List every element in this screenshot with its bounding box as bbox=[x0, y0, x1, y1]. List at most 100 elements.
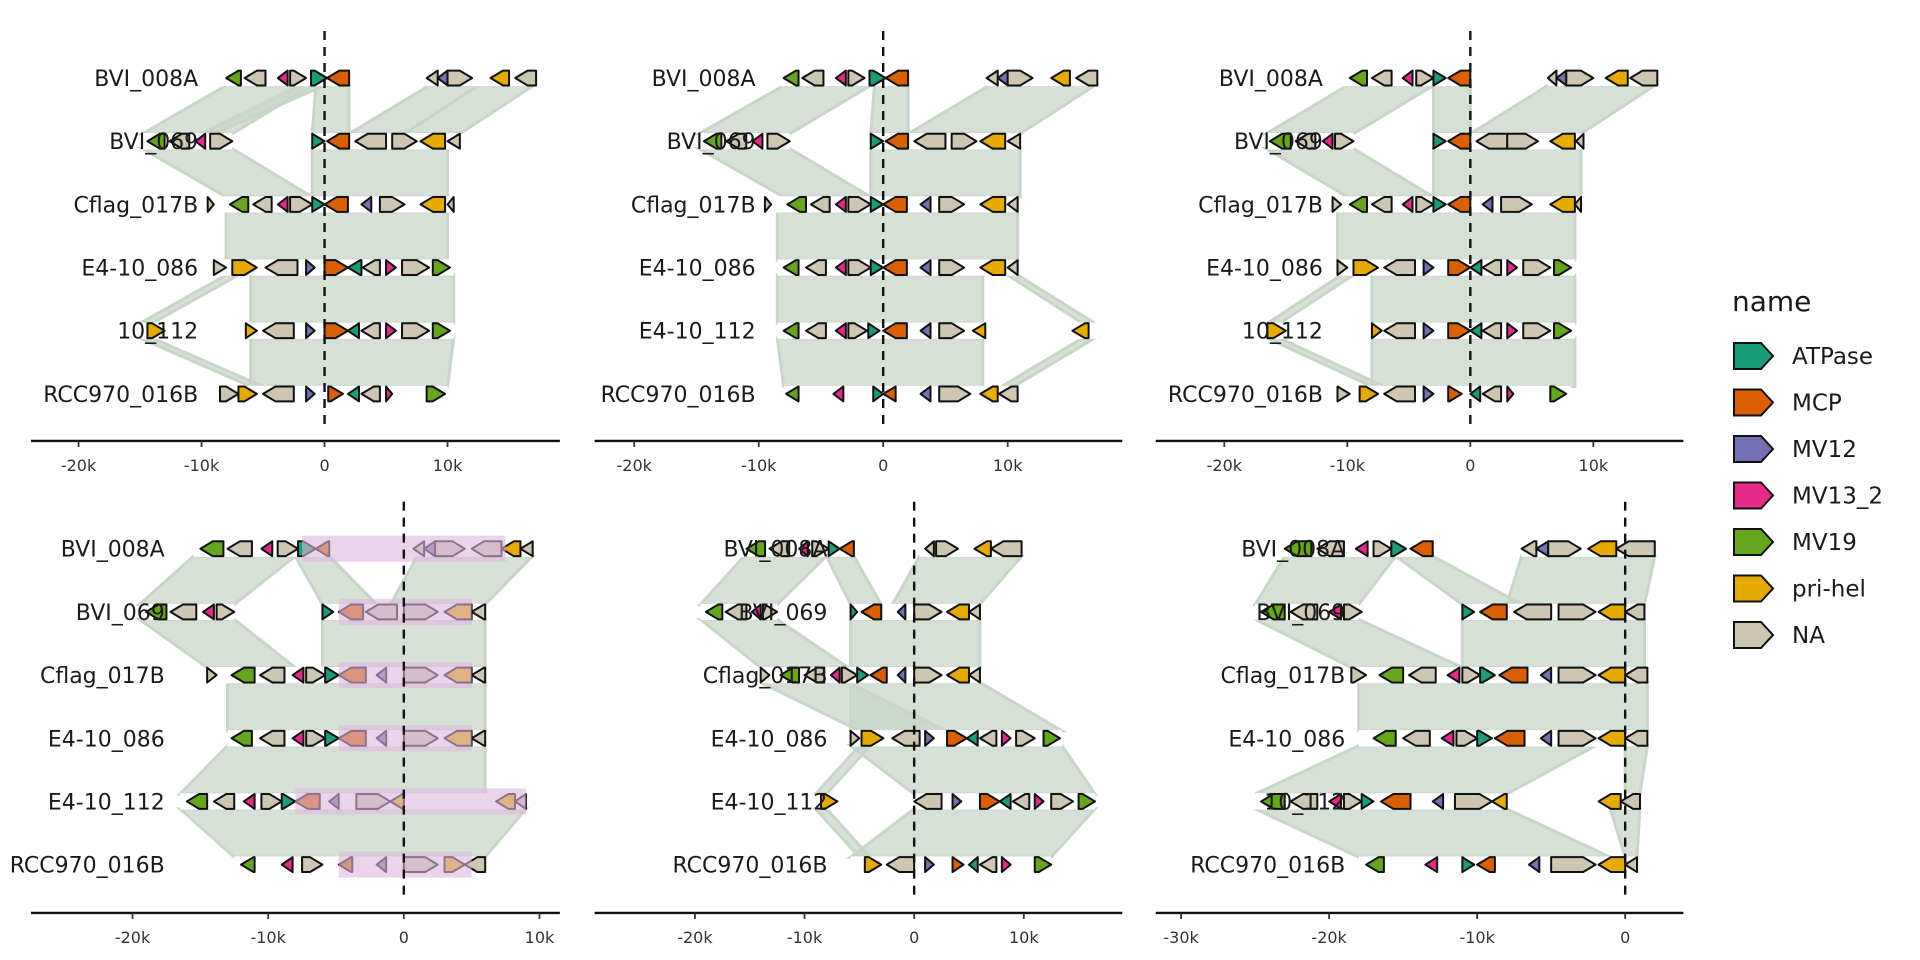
gene-mv12 bbox=[1481, 195, 1494, 213]
gene-na bbox=[391, 132, 418, 150]
synteny-link bbox=[775, 336, 985, 388]
gene-pri-hel bbox=[971, 322, 987, 340]
gene-na bbox=[401, 322, 431, 340]
legend-label: MV19 bbox=[1792, 530, 1857, 556]
gene-pri-hel bbox=[489, 69, 511, 87]
x-tick-label: 0 bbox=[878, 456, 888, 475]
row-label: 10_112 bbox=[1242, 320, 1323, 345]
synteny-link bbox=[1254, 744, 1597, 796]
gene-mv13-2 bbox=[834, 69, 847, 87]
gene-mcp bbox=[1409, 540, 1434, 558]
gene-mv13-2 bbox=[202, 603, 215, 621]
gene-mv19 bbox=[782, 322, 800, 340]
gene-mv13-2 bbox=[280, 856, 294, 874]
gene-mv12 bbox=[919, 195, 932, 213]
gene-pri-hel bbox=[1490, 793, 1508, 810]
row-label: Cflag_017B bbox=[40, 664, 165, 689]
synteny-link bbox=[1370, 336, 1577, 388]
gene-na bbox=[935, 540, 960, 558]
gene-atpase bbox=[868, 69, 887, 87]
gene-mcp bbox=[1476, 856, 1496, 874]
row-label: BVI_008A bbox=[61, 538, 165, 563]
x-tick-label: -10k bbox=[1330, 456, 1366, 475]
x-tick-label: -20k bbox=[677, 928, 713, 947]
synteny-link bbox=[310, 83, 351, 136]
gene-mv19 bbox=[786, 195, 808, 213]
gene-na bbox=[206, 195, 215, 213]
legend-swatch bbox=[1733, 388, 1775, 417]
gene-na bbox=[169, 603, 198, 621]
gene-mcp bbox=[1447, 322, 1472, 340]
gene-na bbox=[1557, 666, 1597, 684]
gene-na bbox=[1522, 259, 1552, 276]
synteny-link bbox=[1252, 554, 1399, 606]
panel-6: BVI_008A BVI_069 Cflag_017B E4-10_086 10_112… bbox=[1155, 501, 1684, 947]
gene-mv12 bbox=[1422, 385, 1435, 403]
row-label: BVI_008A bbox=[723, 538, 827, 563]
row-label: E4-10_086 bbox=[81, 257, 198, 282]
legend-swatch bbox=[1733, 435, 1775, 463]
x-tick-label: -20k bbox=[115, 928, 151, 947]
panel-5: BVI_008A BVI_069 Cflag_017B E4-10_086 E4-10_… bbox=[594, 501, 1123, 947]
gene-na bbox=[763, 195, 773, 213]
gene-na bbox=[1334, 132, 1355, 150]
gene-na bbox=[1415, 195, 1435, 213]
synteny-link bbox=[869, 147, 1022, 199]
gene-mcp bbox=[325, 69, 351, 87]
gene-na bbox=[168, 132, 191, 150]
row-label: Cflag_017B bbox=[73, 193, 198, 218]
gene-na bbox=[847, 69, 866, 87]
gene-mcp bbox=[869, 666, 888, 684]
row-label: RCC970_016B bbox=[1190, 854, 1345, 879]
gene-mv19 bbox=[745, 540, 767, 558]
gene-atpase bbox=[346, 322, 360, 340]
gene-na bbox=[725, 132, 748, 150]
gene-na bbox=[1624, 666, 1649, 684]
legend-swatch bbox=[1733, 342, 1775, 370]
gene-atpase bbox=[827, 540, 841, 558]
gene-na bbox=[226, 540, 253, 558]
synteny-link bbox=[134, 617, 300, 670]
legend-swatch bbox=[1733, 621, 1775, 649]
gene-pri-hel bbox=[500, 540, 522, 558]
gene-mv19 bbox=[704, 603, 724, 621]
links bbox=[1252, 554, 1657, 859]
x-tick-label: 0 bbox=[909, 928, 919, 947]
row-label: Cflag_017B bbox=[1220, 664, 1345, 689]
gene-mv13-2 bbox=[276, 195, 289, 213]
gene-na bbox=[803, 666, 826, 684]
gene-mv19 bbox=[1260, 793, 1286, 810]
gene-mv13-2 bbox=[1321, 132, 1334, 150]
gene-mv13-2 bbox=[798, 540, 809, 558]
gene-na bbox=[766, 132, 791, 150]
gene-mv13-2 bbox=[1401, 69, 1414, 87]
gene-na bbox=[805, 322, 827, 340]
gene-na bbox=[1289, 793, 1319, 810]
panel-2: BVI_008A BVI_069 Cflag_017B E4-10_086 E4-10_… bbox=[594, 30, 1123, 475]
x-tick-label: 0 bbox=[319, 456, 329, 475]
gene-atpase bbox=[869, 259, 885, 276]
gene-na bbox=[289, 69, 308, 87]
gene-na bbox=[519, 540, 534, 558]
gene-na bbox=[1350, 666, 1368, 684]
gene-mv13-2 bbox=[834, 195, 847, 213]
gene-na bbox=[401, 259, 431, 276]
x-tick-label: 10k bbox=[1579, 456, 1609, 475]
gene-na bbox=[260, 793, 283, 810]
gene-na bbox=[1331, 195, 1343, 213]
gene-atpase bbox=[849, 603, 859, 621]
gene-mv13-2 bbox=[829, 666, 841, 684]
links bbox=[1260, 83, 1660, 388]
gene-na bbox=[1550, 856, 1597, 874]
gene-na bbox=[978, 729, 998, 747]
gene-pri-hel bbox=[946, 666, 970, 684]
gene-atpase bbox=[1469, 259, 1483, 276]
highlight-region bbox=[338, 598, 472, 625]
gene-na bbox=[989, 540, 1023, 558]
gene-mv13-2 bbox=[1424, 856, 1439, 874]
gene-na bbox=[1408, 666, 1437, 684]
row-label: E4-10_112 bbox=[711, 790, 828, 815]
synteny-link bbox=[1465, 83, 1660, 136]
gene-atpase bbox=[321, 603, 335, 621]
